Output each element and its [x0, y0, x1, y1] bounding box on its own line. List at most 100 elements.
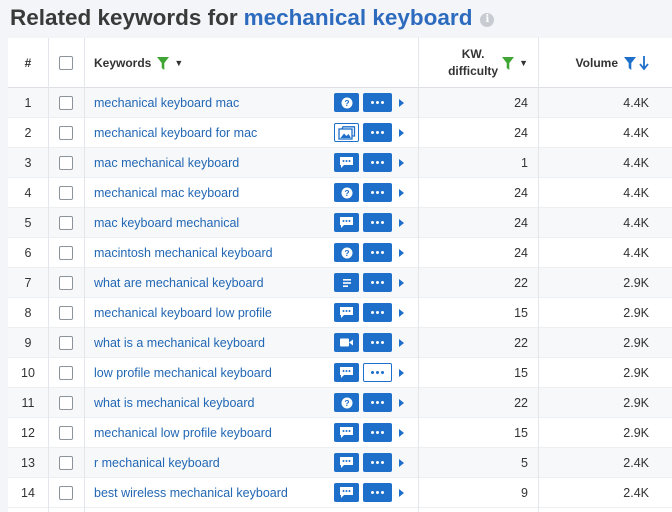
- row-checkbox[interactable]: [59, 155, 73, 170]
- table-row: 8 mechanical keyboard low profile 15 2.9K: [8, 298, 672, 328]
- more-options-icon[interactable]: [363, 363, 392, 382]
- row-checkbox[interactable]: [59, 395, 73, 410]
- expand-arrow-icon[interactable]: [399, 98, 404, 107]
- serp-features: ?: [334, 388, 418, 417]
- expand-arrow-icon[interactable]: [399, 458, 404, 467]
- row-checkbox[interactable]: [59, 95, 73, 110]
- more-options-icon[interactable]: [363, 303, 392, 322]
- featured-snippet-icon[interactable]: [334, 273, 359, 292]
- table-row: 5 mac keyboard mechanical 24 4.4K: [8, 208, 672, 238]
- more-options-icon[interactable]: [363, 333, 392, 352]
- row-checkbox[interactable]: [59, 485, 73, 500]
- filter-icon[interactable]: [502, 56, 515, 70]
- keyword-link[interactable]: low profile mechanical keyboard: [94, 365, 272, 380]
- svg-text:?: ?: [344, 98, 349, 108]
- keyword-link[interactable]: macintosh mechanical keyboard: [94, 245, 273, 260]
- filter-icon[interactable]: [157, 56, 170, 70]
- row-select-cell: [49, 418, 83, 447]
- chevron-down-icon[interactable]: ▼: [519, 58, 528, 68]
- row-checkbox[interactable]: [59, 425, 73, 440]
- column-header-keywords[interactable]: Keywords ▼: [94, 38, 294, 88]
- keyword-link[interactable]: mac keyboard mechanical: [94, 215, 240, 230]
- reviews-icon[interactable]: [334, 153, 359, 172]
- keyword-link[interactable]: mac mechanical keyboard: [94, 155, 240, 170]
- keyword-link[interactable]: mechanical mac keyboard: [94, 185, 240, 200]
- row-checkbox[interactable]: [59, 275, 73, 290]
- keyword-link[interactable]: best wireless mechanical keyboard: [94, 485, 288, 500]
- expand-arrow-icon[interactable]: [399, 278, 404, 287]
- reviews-icon[interactable]: [334, 423, 359, 442]
- sort-descending-icon[interactable]: [639, 56, 649, 70]
- more-options-icon[interactable]: [363, 93, 392, 112]
- keyword-link[interactable]: mechanical keyboard low profile: [94, 305, 272, 320]
- row-checkbox[interactable]: [59, 365, 73, 380]
- expand-arrow-icon[interactable]: [399, 398, 404, 407]
- row-select-cell: [49, 328, 83, 357]
- expand-arrow-icon[interactable]: [399, 218, 404, 227]
- row-checkbox[interactable]: [59, 455, 73, 470]
- row-number: 4: [24, 185, 32, 200]
- question-icon[interactable]: ?: [334, 243, 359, 262]
- serp-features: [334, 418, 418, 447]
- more-options-icon[interactable]: [363, 423, 392, 442]
- expand-arrow-icon[interactable]: [399, 488, 404, 497]
- keyword-link[interactable]: mechanical keyboard mac: [94, 95, 240, 110]
- question-icon[interactable]: ?: [334, 393, 359, 412]
- row-checkbox[interactable]: [59, 215, 73, 230]
- reviews-icon[interactable]: [334, 363, 359, 382]
- video-icon[interactable]: [334, 333, 359, 352]
- expand-arrow-icon[interactable]: [399, 368, 404, 377]
- image-pack-icon[interactable]: [334, 123, 359, 142]
- keyword-link[interactable]: what is a mechanical keyboard: [94, 335, 265, 350]
- more-options-icon[interactable]: [363, 213, 392, 232]
- more-options-icon[interactable]: [363, 183, 392, 202]
- column-header-kw-difficulty[interactable]: KW. difficulty ▼: [420, 38, 528, 88]
- column-header-number: #: [24, 56, 32, 70]
- info-icon[interactable]: i: [480, 12, 495, 27]
- reviews-icon[interactable]: [334, 483, 359, 502]
- row-number: 5: [24, 215, 32, 230]
- select-all-checkbox[interactable]: [59, 56, 73, 70]
- more-options-icon[interactable]: [363, 393, 392, 412]
- table-row: 2 mechanical keyboard for mac 24 4.4K: [8, 118, 672, 148]
- keyword-link[interactable]: mechanical keyboard for mac: [94, 125, 258, 140]
- volume-value: 2.4K: [623, 455, 649, 470]
- expand-arrow-icon[interactable]: [399, 428, 404, 437]
- question-icon[interactable]: ?: [334, 93, 359, 112]
- kw-difficulty-value: 24: [514, 215, 528, 230]
- svg-text:?: ?: [344, 188, 349, 198]
- more-options-icon[interactable]: [363, 273, 392, 292]
- expand-arrow-icon[interactable]: [399, 188, 404, 197]
- kw-difficulty-value: 24: [514, 95, 528, 110]
- serp-features: ?: [334, 178, 418, 207]
- more-options-icon[interactable]: [363, 483, 392, 502]
- more-options-icon[interactable]: [363, 243, 392, 262]
- expand-arrow-icon[interactable]: [399, 338, 404, 347]
- keyword-link[interactable]: what are mechanical keyboard: [94, 275, 264, 290]
- row-checkbox[interactable]: [59, 305, 73, 320]
- row-checkbox[interactable]: [59, 335, 73, 350]
- row-select-cell: [49, 388, 83, 417]
- more-options-icon[interactable]: [363, 123, 392, 142]
- svg-text:?: ?: [344, 398, 349, 408]
- more-options-icon[interactable]: [363, 453, 392, 472]
- row-checkbox[interactable]: [59, 245, 73, 260]
- volume-value: 2.9K: [623, 365, 649, 380]
- chevron-down-icon[interactable]: ▼: [174, 58, 184, 68]
- row-checkbox[interactable]: [59, 185, 73, 200]
- reviews-icon[interactable]: [334, 303, 359, 322]
- keyword-link[interactable]: r mechanical keyboard: [94, 455, 220, 470]
- question-icon[interactable]: ?: [334, 183, 359, 202]
- filter-icon[interactable]: [624, 56, 636, 70]
- row-checkbox[interactable]: [59, 125, 73, 140]
- expand-arrow-icon[interactable]: [399, 308, 404, 317]
- more-options-icon[interactable]: [363, 153, 392, 172]
- expand-arrow-icon[interactable]: [399, 128, 404, 137]
- expand-arrow-icon[interactable]: [399, 248, 404, 257]
- column-header-volume[interactable]: Volume: [540, 38, 649, 88]
- expand-arrow-icon[interactable]: [399, 158, 404, 167]
- keyword-link[interactable]: what is mechanical keyboard: [94, 395, 255, 410]
- keyword-link[interactable]: mechanical low profile keyboard: [94, 425, 272, 440]
- reviews-icon[interactable]: [334, 213, 359, 232]
- reviews-icon[interactable]: [334, 453, 359, 472]
